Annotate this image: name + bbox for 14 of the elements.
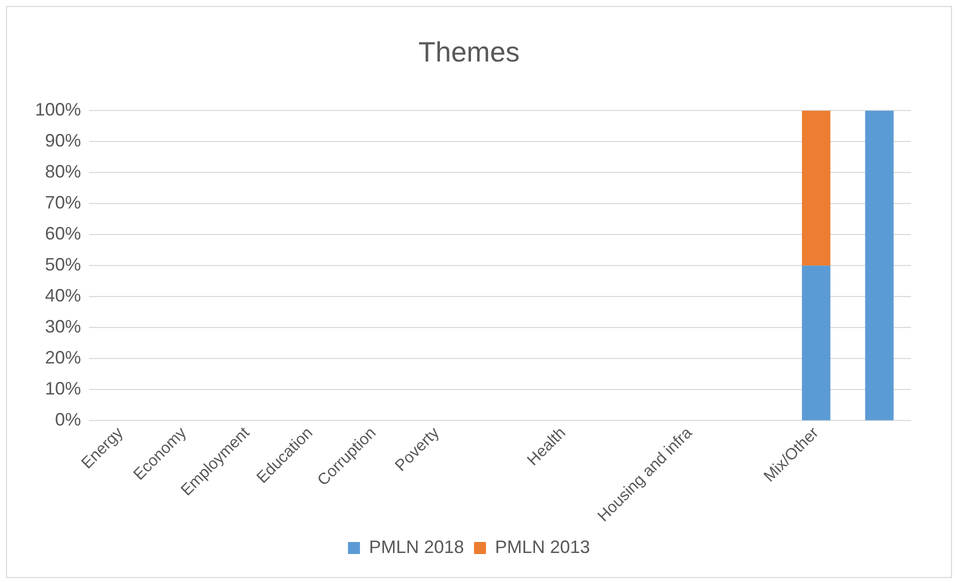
y-tick-label: 90%: [45, 130, 82, 151]
y-tick-label: 30%: [45, 316, 82, 337]
y-tick-label: 20%: [45, 348, 82, 368]
y-tick-label: 50%: [45, 254, 82, 275]
y-tick-label: 100%: [34, 100, 82, 120]
y-tick-label: 70%: [45, 192, 82, 213]
y-tick-label: 80%: [45, 162, 82, 182]
legend-label: PMLN 2013: [495, 536, 590, 557]
y-tick-label: 60%: [45, 224, 82, 244]
y-tick-label: 10%: [45, 378, 82, 399]
legend-label: PMLN 2018: [368, 536, 464, 557]
y-tick-label: 40%: [45, 286, 82, 306]
chart-title: Themes: [418, 36, 520, 68]
y-tick-label: 0%: [55, 410, 82, 430]
